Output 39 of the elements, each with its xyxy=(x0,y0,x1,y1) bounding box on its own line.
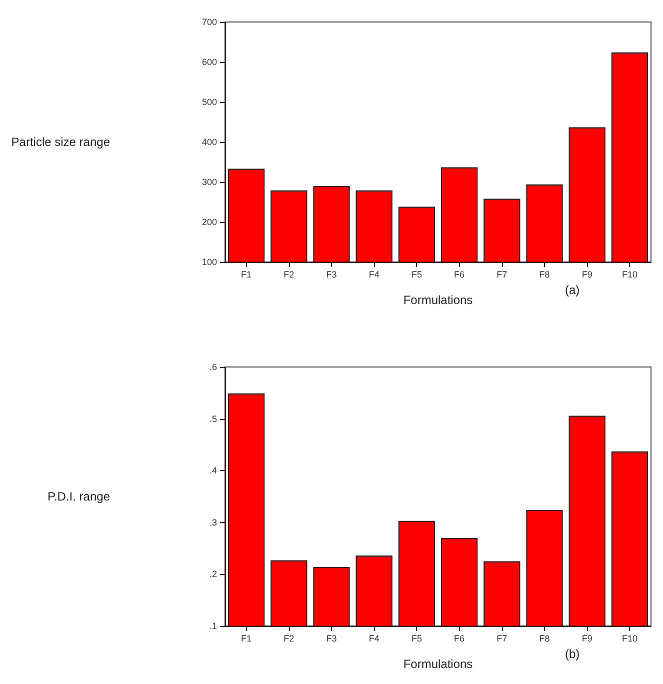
y-tick-label: .4 xyxy=(209,466,217,476)
x-tick-label: F5 xyxy=(411,634,422,644)
text: (b) xyxy=(565,647,580,661)
y-tick-label: .2 xyxy=(209,569,217,580)
x-tick-label: F8 xyxy=(539,634,550,644)
y-tick-label: 400 xyxy=(202,137,217,147)
y-tick-label: 500 xyxy=(202,97,217,107)
y-tick-label: 600 xyxy=(202,57,217,67)
x-tick-label: F7 xyxy=(496,270,508,280)
x-tick-label: F3 xyxy=(326,270,337,280)
x-tick-label: F3 xyxy=(326,634,337,644)
x-tick-label: F2 xyxy=(284,270,294,280)
y-axis-title: P.D.I. range xyxy=(48,490,110,504)
x-tick-label: F1 xyxy=(241,634,252,644)
y-tick-label: .1 xyxy=(209,621,217,631)
y-tick-label: .5 xyxy=(209,414,217,424)
x-tick-label: F2 xyxy=(284,634,294,644)
x-tick-label: F4 xyxy=(368,634,380,644)
y-tick-label: 700 xyxy=(202,17,217,27)
x-tick-label: F10 xyxy=(622,634,638,644)
y-tick-label: .3 xyxy=(209,517,217,528)
x-tick-label: F8 xyxy=(539,270,550,280)
x-tick-label: F9 xyxy=(582,270,592,280)
y-tick-label: 200 xyxy=(202,217,217,227)
x-tick-label: F1 xyxy=(241,270,252,280)
x-tick-label: F5 xyxy=(411,270,422,280)
x-tick-label: F4 xyxy=(368,270,380,280)
y-tick-label: .6 xyxy=(209,362,217,372)
text: (a) xyxy=(565,283,580,297)
y-axis-title: Particle size range xyxy=(11,135,110,149)
x-tick-label: F7 xyxy=(496,634,508,644)
x-axis-title: Formulations xyxy=(403,293,473,307)
x-tick-label: F6 xyxy=(454,634,465,644)
y-tick-label: 300 xyxy=(202,177,217,187)
y-tick-label: 100 xyxy=(202,257,217,267)
x-tick-label: F10 xyxy=(622,270,638,280)
x-tick-label: F9 xyxy=(582,634,592,644)
x-axis-title: Formulations xyxy=(403,657,473,671)
x-tick-label: F6 xyxy=(454,270,465,280)
